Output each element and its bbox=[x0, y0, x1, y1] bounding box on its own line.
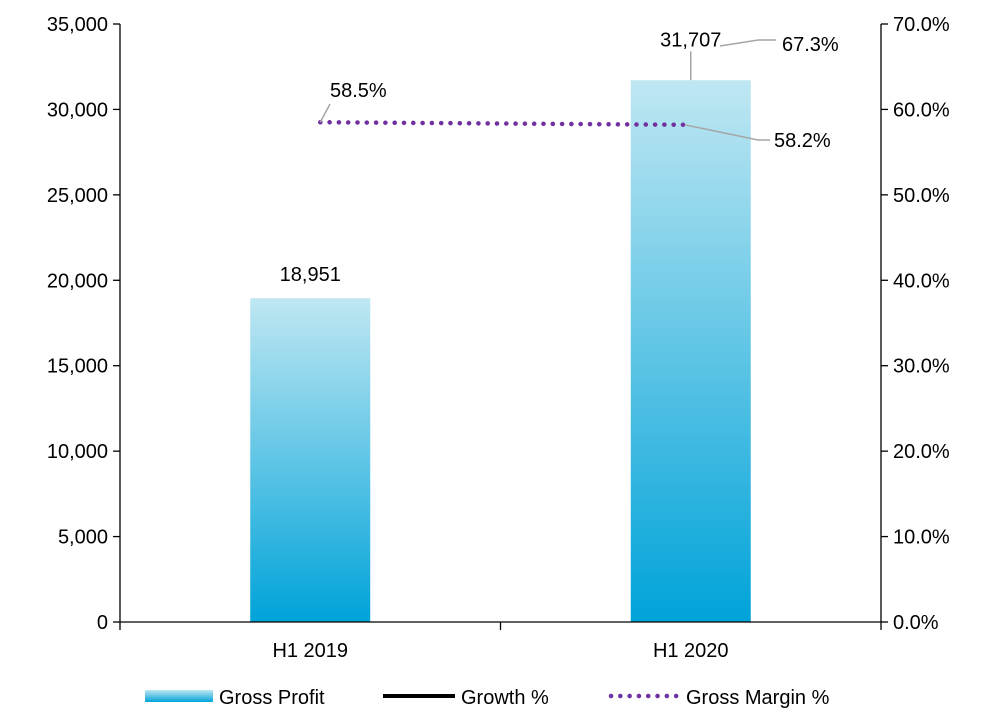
legend-item-growth[interactable]: Growth % bbox=[383, 687, 549, 709]
plot-area bbox=[250, 80, 751, 623]
bar-value-label: 31,707 bbox=[660, 29, 721, 51]
bar-value-label: 18,951 bbox=[280, 264, 341, 286]
right-tick-label: 70.0% bbox=[893, 14, 950, 36]
left-tick-label: 35,000 bbox=[47, 14, 108, 36]
left-y-axis-ticks: 0 5,000 10,000 15,000 20,000 25,000 30,000 35,0… bbox=[47, 14, 120, 634]
right-tick-label: 30.0% bbox=[893, 356, 950, 378]
line-gross-margin[interactable] bbox=[318, 119, 687, 128]
bar-gross-profit[interactable] bbox=[630, 80, 751, 623]
right-tick-label: 20.0% bbox=[893, 441, 950, 463]
legend-label-growth: Growth % bbox=[461, 687, 549, 709]
leader-line bbox=[719, 39, 776, 47]
right-tick-label: 50.0% bbox=[893, 185, 950, 207]
growth-value-label: 67.3% bbox=[782, 34, 839, 56]
legend-item-gross-profit[interactable]: Gross Profit bbox=[145, 687, 325, 709]
left-tick-label: 25,000 bbox=[47, 185, 108, 207]
x-tick-label: H1 2019 bbox=[272, 640, 348, 662]
gross-margin-value-label: 58.5% bbox=[330, 80, 387, 102]
legend: Gross Profit Growth % Gross Margin % bbox=[145, 687, 830, 709]
right-tick-label: 40.0% bbox=[893, 270, 950, 292]
right-tick-label: 60.0% bbox=[893, 99, 950, 121]
left-tick-label: 20,000 bbox=[47, 270, 108, 292]
legend-item-gross-margin[interactable]: Gross Margin % bbox=[608, 687, 830, 709]
x-axis-ticks: H1 2019 H1 2020 bbox=[119, 622, 882, 662]
leader-line bbox=[684, 124, 770, 141]
right-tick-label: 0.0% bbox=[893, 612, 939, 634]
left-tick-label: 30,000 bbox=[47, 99, 108, 121]
gross-margin-value-label: 58.2% bbox=[774, 130, 831, 152]
leader-line bbox=[319, 103, 331, 123]
legend-label-gross-profit: Gross Profit bbox=[219, 687, 325, 709]
left-tick-label: 0 bbox=[97, 612, 108, 634]
right-tick-label: 10.0% bbox=[893, 527, 950, 549]
left-tick-label: 10,000 bbox=[47, 441, 108, 463]
legend-swatch-gross-profit bbox=[145, 690, 213, 702]
left-tick-label: 5,000 bbox=[58, 527, 108, 549]
data-labels: 18,951 31,707 58.5% 58.2% 67.3% bbox=[280, 29, 839, 286]
bar-gross-profit[interactable] bbox=[250, 298, 371, 622]
left-tick-label: 15,000 bbox=[47, 356, 108, 378]
right-y-axis-ticks: 0.0% 10.0% 20.0% 30.0% 40.0% 50.0% 60.0% 70.0% bbox=[881, 14, 950, 634]
legend-label-gross-margin: Gross Margin % bbox=[686, 687, 830, 709]
x-tick-label: H1 2020 bbox=[653, 640, 729, 662]
